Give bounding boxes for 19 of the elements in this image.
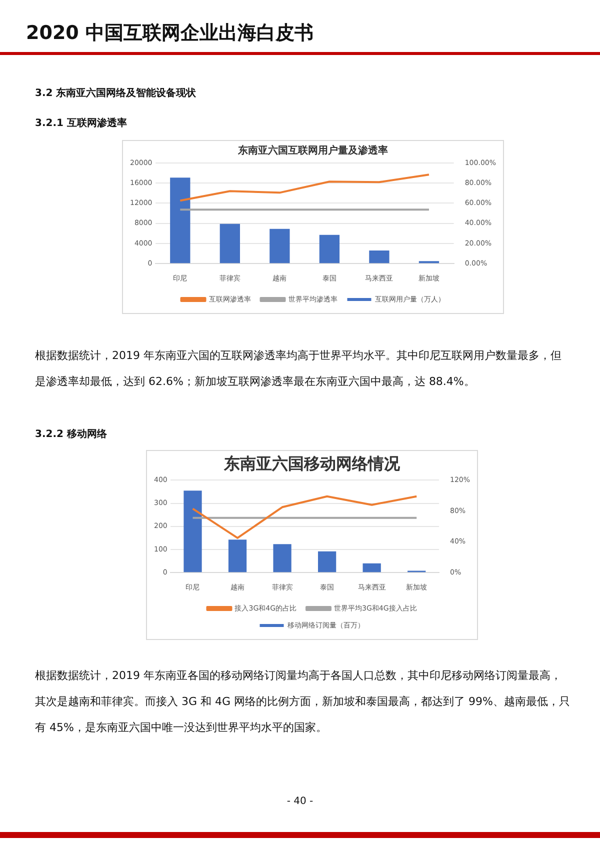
bar [220,224,240,264]
bar [184,490,202,572]
text: 根据数据统计，2019 年东南亚各国的移动网络订阅量均高于各国人口总数，其中印尼移动网络订阅量最高，其次是越南和菲律宾。而接入 3G 和 4G 网络的比例方面，新加坡和泰国最高，都达到了 99%、越南最低，只有 45%，是东南亚六国中唯一没达到世界平均水平的国家。 [35,668,570,736]
bar [318,551,336,572]
bar [369,250,390,264]
bar [270,228,290,264]
chart-title: 东南亚六国移动网络情况 [223,454,401,473]
text: 3.2.1 互联网渗透率 [35,116,127,130]
bar [362,563,381,572]
text: 2020 中国互联网企业出海白皮书 [26,21,314,46]
bar [319,234,340,264]
text: - 40 - [286,796,314,807]
bar [170,178,190,264]
bar [228,540,247,572]
bar [273,544,292,572]
text: 3.2 东南亚六国网络及智能设备现状 [35,86,196,100]
text: 3.2.2 移动网络 [35,428,107,441]
text: 根据数据统计，2019 年东南亚六国的互联网渗透率均高于世界平均水平。其中印尼互联网用户数量最多，但是渗透率却最低，达到 62.6%；新加坡互联网渗透率最在东南亚六国中最高，达 88.4%。 [35,348,562,390]
chart-title: 东南亚六国互联网用户量及渗透率 [237,144,388,157]
